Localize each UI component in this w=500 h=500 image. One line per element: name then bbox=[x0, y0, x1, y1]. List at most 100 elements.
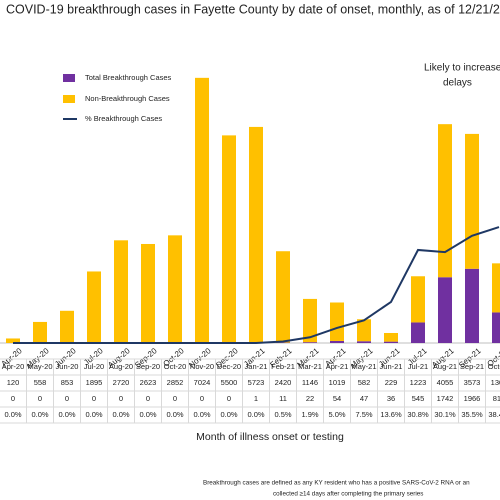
bar bbox=[141, 243, 155, 343]
legend-swatch bbox=[63, 95, 75, 103]
table-cell: 558 bbox=[34, 378, 47, 387]
table-cell: 0.5% bbox=[274, 410, 291, 419]
table-header: Sep-21 bbox=[460, 362, 484, 371]
bar bbox=[60, 310, 74, 343]
table-cell: 853 bbox=[61, 378, 74, 387]
table-header: May-20 bbox=[27, 362, 52, 371]
table-header: Nov-20 bbox=[190, 362, 214, 371]
table-header: Jul-20 bbox=[84, 362, 104, 371]
bar bbox=[303, 342, 317, 343]
bar bbox=[249, 126, 263, 343]
legend-swatch bbox=[63, 74, 75, 82]
table-cell: 2420 bbox=[275, 378, 292, 387]
table-cell: 0 bbox=[173, 394, 177, 403]
table-header: Jan-21 bbox=[245, 362, 268, 371]
bar bbox=[384, 341, 398, 343]
table-header: Jul-21 bbox=[408, 362, 428, 371]
footnote: Breakthrough cases are defined as any KY… bbox=[203, 480, 470, 487]
bar bbox=[114, 240, 128, 343]
table-header: Jun-20 bbox=[56, 362, 79, 371]
table-cell: 0 bbox=[200, 394, 204, 403]
table-header: May-21 bbox=[351, 362, 376, 371]
table-cell: 11 bbox=[279, 394, 287, 403]
bar bbox=[357, 319, 371, 342]
table-cell: 1895 bbox=[86, 378, 103, 387]
table-cell: 0.0% bbox=[139, 410, 156, 419]
table-cell: 229 bbox=[385, 378, 398, 387]
table-cell: 3573 bbox=[464, 378, 481, 387]
bar bbox=[492, 263, 500, 313]
bar bbox=[303, 298, 317, 343]
bar bbox=[438, 277, 452, 343]
table-header: Oct-20 bbox=[164, 362, 187, 371]
table-header: Jun-21 bbox=[380, 362, 403, 371]
table-cell: 13.6% bbox=[380, 410, 402, 419]
legend-label: Non-Breakthrough Cases bbox=[85, 94, 170, 103]
bar bbox=[492, 312, 500, 343]
table-cell: 7.5% bbox=[355, 410, 372, 419]
table-cell: 0 bbox=[11, 394, 15, 403]
table-header: Oct-21 bbox=[488, 362, 500, 371]
table-cell: 30.8% bbox=[407, 410, 429, 419]
table-cell: 5.0% bbox=[328, 410, 345, 419]
table-cell: 545 bbox=[412, 394, 425, 403]
table-cell: 36 bbox=[387, 394, 395, 403]
bar bbox=[330, 302, 344, 341]
table-cell: 1966 bbox=[464, 394, 481, 403]
table-cell: 0.0% bbox=[220, 410, 237, 419]
bar bbox=[438, 124, 452, 278]
table-header: Apr-21 bbox=[326, 362, 349, 371]
bar bbox=[6, 338, 20, 343]
bar bbox=[384, 332, 398, 342]
bar bbox=[168, 235, 182, 343]
annotation: delays bbox=[443, 78, 472, 89]
table-header: Aug-21 bbox=[433, 362, 457, 371]
table-cell: 54 bbox=[333, 394, 341, 403]
table-cell: 1146 bbox=[302, 378, 318, 387]
table-cell: 0 bbox=[65, 394, 69, 403]
table-cell: 2720 bbox=[113, 378, 130, 387]
bar bbox=[87, 271, 101, 343]
table-header: Feb-21 bbox=[271, 362, 295, 371]
table-cell: 120 bbox=[7, 378, 20, 387]
annotation: Likely to increase due to bbox=[424, 63, 500, 74]
table-header: Mar-21 bbox=[298, 362, 322, 371]
table-cell: 2852 bbox=[167, 378, 184, 387]
table-cell: 35.5% bbox=[461, 410, 483, 419]
table-header: Aug-20 bbox=[109, 362, 133, 371]
table-cell: 0.0% bbox=[4, 410, 21, 419]
line bbox=[13, 226, 500, 344]
table-cell: 47 bbox=[360, 394, 368, 403]
table-cell: 0.0% bbox=[31, 410, 48, 419]
table-cell: 0 bbox=[38, 394, 42, 403]
chart-title: COVID-19 breakthrough cases in Fayette C… bbox=[6, 2, 500, 16]
table-cell: 1223 bbox=[410, 378, 427, 387]
table-header: Dec-20 bbox=[217, 362, 241, 371]
table-cell: 0 bbox=[92, 394, 96, 403]
table-cell: 1 bbox=[254, 394, 258, 403]
table-cell: 2623 bbox=[140, 378, 157, 387]
table-cell: 1019 bbox=[329, 378, 346, 387]
bar bbox=[357, 341, 371, 343]
bar bbox=[465, 268, 479, 343]
table-cell: 38.4% bbox=[488, 410, 500, 419]
table-cell: 30.1% bbox=[434, 410, 456, 419]
bar bbox=[222, 135, 236, 343]
table-cell: 810 bbox=[493, 394, 500, 403]
bar bbox=[33, 321, 47, 343]
table-cell: 0 bbox=[227, 394, 231, 403]
bar bbox=[276, 251, 290, 343]
table-cell: 0.0% bbox=[247, 410, 264, 419]
table-cell: 7024 bbox=[194, 378, 211, 387]
table-cell: 0.0% bbox=[193, 410, 210, 419]
table-cell: 0.0% bbox=[85, 410, 102, 419]
table-cell: 5723 bbox=[248, 378, 265, 387]
table-cell: 22 bbox=[306, 394, 314, 403]
footnote: collected ≥14 days after completing the … bbox=[273, 491, 423, 498]
legend-label: Total Breakthrough Cases bbox=[85, 73, 172, 82]
bar bbox=[330, 340, 344, 343]
bar bbox=[465, 133, 479, 269]
table-cell: 5500 bbox=[221, 378, 238, 387]
